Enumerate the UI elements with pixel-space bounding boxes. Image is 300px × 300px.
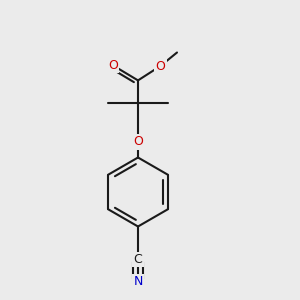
Text: N: N bbox=[133, 275, 143, 288]
Text: C: C bbox=[134, 253, 142, 266]
Text: O: O bbox=[156, 59, 165, 73]
Text: O: O bbox=[108, 59, 118, 72]
Text: O: O bbox=[133, 135, 143, 148]
